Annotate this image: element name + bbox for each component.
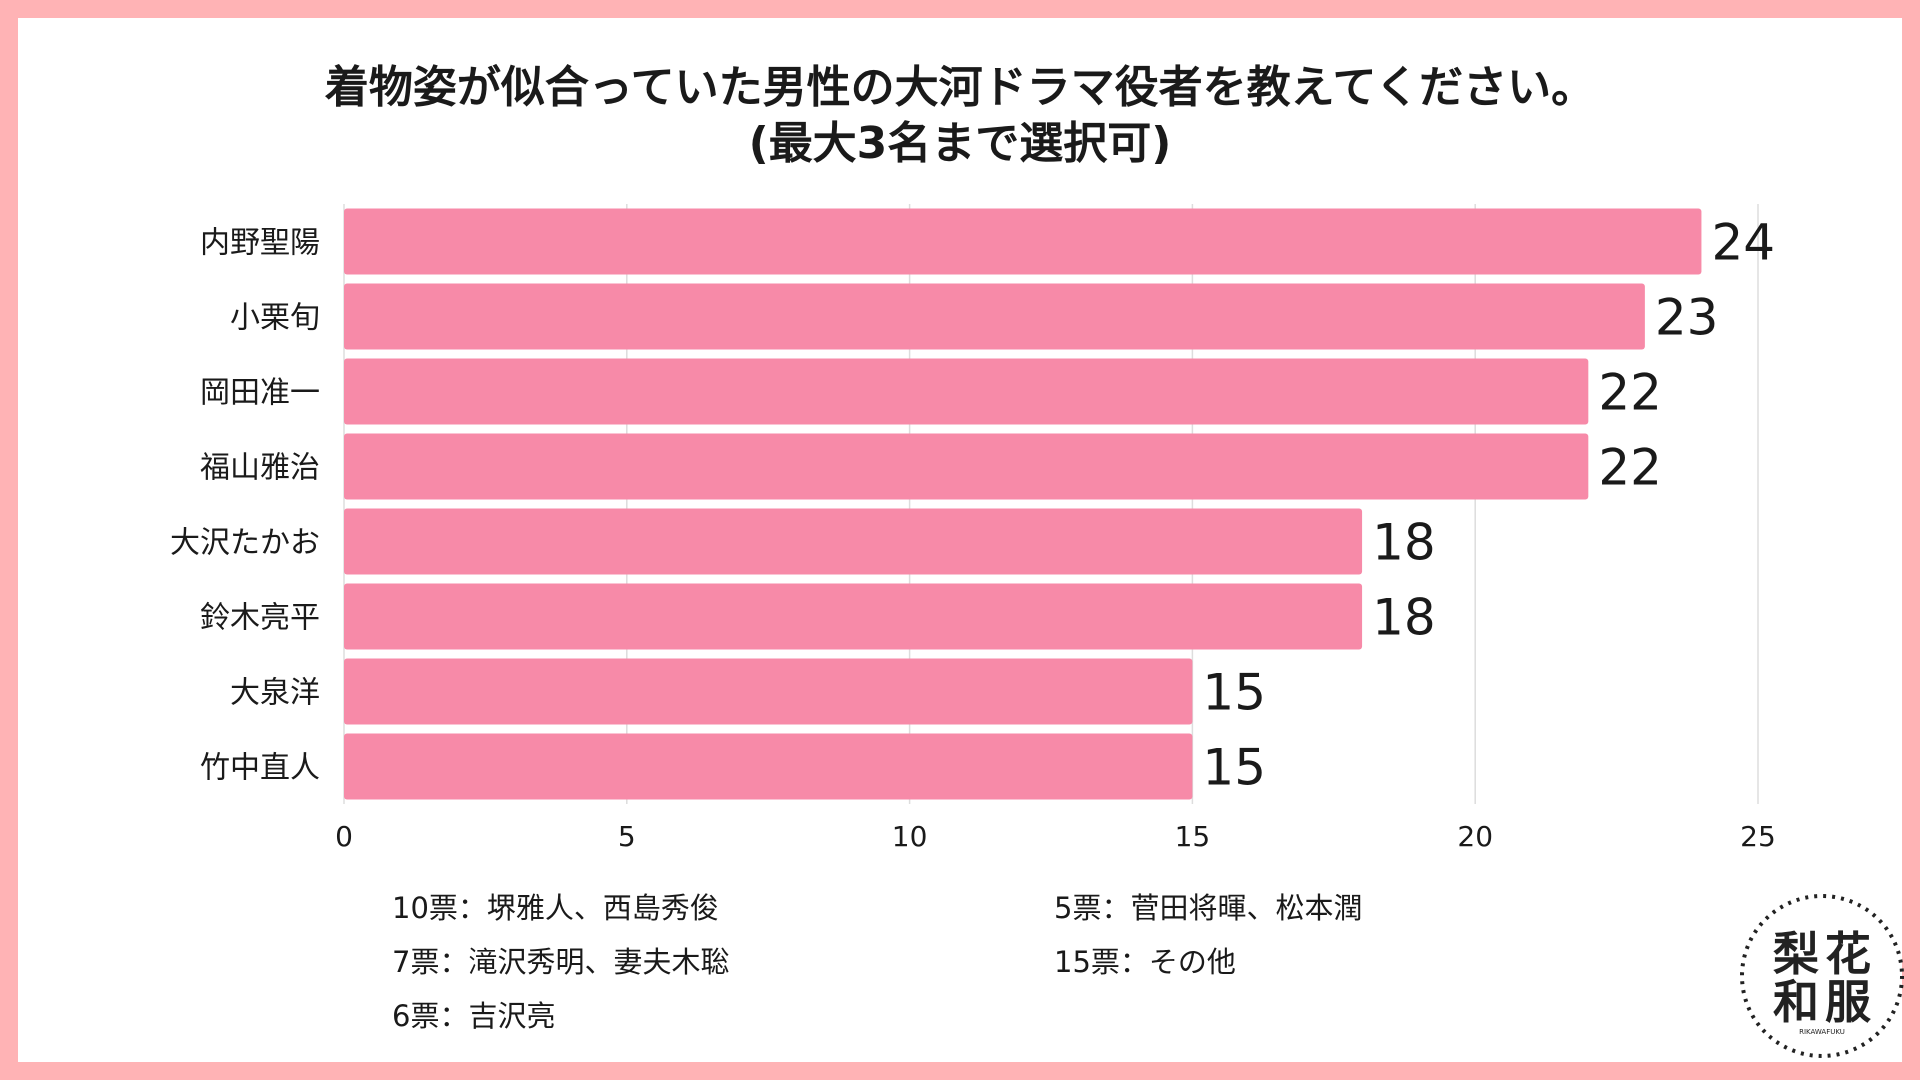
- category-label: 小栗旬: [230, 301, 320, 336]
- bar: [344, 358, 1589, 425]
- value-label: 22: [1598, 364, 1662, 422]
- logo-subtext: RIKAWAFUKU: [1799, 1028, 1845, 1036]
- x-tick-label: 20: [1457, 820, 1493, 853]
- value-label: 24: [1711, 214, 1775, 272]
- value-label: 23: [1655, 289, 1719, 347]
- bar: [344, 733, 1193, 800]
- note-item: 5票：菅田将暉、松本潤: [1054, 891, 1363, 925]
- value-label: 18: [1372, 514, 1436, 572]
- logo-ring: [1740, 894, 1904, 1058]
- category-label: 岡田准一: [200, 376, 320, 411]
- bar: [344, 508, 1363, 575]
- notes-right: 5票：菅田将暉、松本潤 15票：その他: [1054, 890, 1362, 980]
- title-line-1: 着物姿が似合っていた男性の大河ドラマ役者を教えてください。: [324, 62, 1596, 113]
- chart-title: 着物姿が似合っていた男性の大河ドラマ役者を教えてください。 (最大3名まで選択可…: [18, 60, 1902, 172]
- notes-left: 10票：堺雅人、西島秀俊 7票：滝沢秀明、妻夫木聡 6票：吉沢亮: [392, 890, 729, 1034]
- value-label: 22: [1598, 439, 1662, 497]
- value-label: 15: [1202, 739, 1266, 797]
- value-label: 18: [1372, 589, 1436, 647]
- x-tick-label: 15: [1175, 820, 1211, 853]
- note-item: 7票：滝沢秀明、妻夫木聡: [392, 945, 730, 979]
- logo-char: 和: [1773, 975, 1819, 1029]
- note-item: 10票：堺雅人、西島秀俊: [392, 891, 719, 925]
- bar: [344, 433, 1589, 500]
- x-tick-label: 5: [618, 820, 636, 853]
- category-label: 福山雅治: [200, 451, 320, 486]
- logo-char: 梨: [1773, 927, 1819, 981]
- category-label: 大沢たかお: [170, 526, 320, 561]
- note-item: 6票：吉沢亮: [392, 999, 556, 1033]
- logo-char: 服: [1825, 975, 1871, 1029]
- x-tick-label: 0: [335, 820, 353, 853]
- category-label: 鈴木亮平: [200, 601, 320, 636]
- bar: [344, 583, 1363, 650]
- note-item: 15票：その他: [1054, 945, 1236, 979]
- bar: [344, 658, 1193, 725]
- chart-panel: 着物姿が似合っていた男性の大河ドラマ役者を教えてください。 (最大3名まで選択可…: [18, 18, 1904, 1062]
- bar-chart: 0 5 10 15 20 25 内野聖陽 24 小栗旬 23 岡田准一 22 福山雅治 22 大沢たかお 18…: [170, 204, 1776, 853]
- brand-logo: 梨 花 和 服 RIKAWAFUKU: [1740, 894, 1904, 1058]
- value-label: 15: [1202, 664, 1266, 722]
- x-tick-label: 25: [1740, 820, 1776, 853]
- logo-char: 花: [1825, 927, 1871, 981]
- x-tick-label: 10: [892, 820, 928, 853]
- category-label: 内野聖陽: [200, 226, 320, 261]
- title-line-2: (最大3名まで選択可): [748, 118, 1172, 169]
- category-label: 大泉洋: [230, 676, 320, 711]
- bar: [344, 208, 1702, 275]
- bar: [344, 283, 1645, 350]
- category-label: 竹中直人: [200, 751, 320, 786]
